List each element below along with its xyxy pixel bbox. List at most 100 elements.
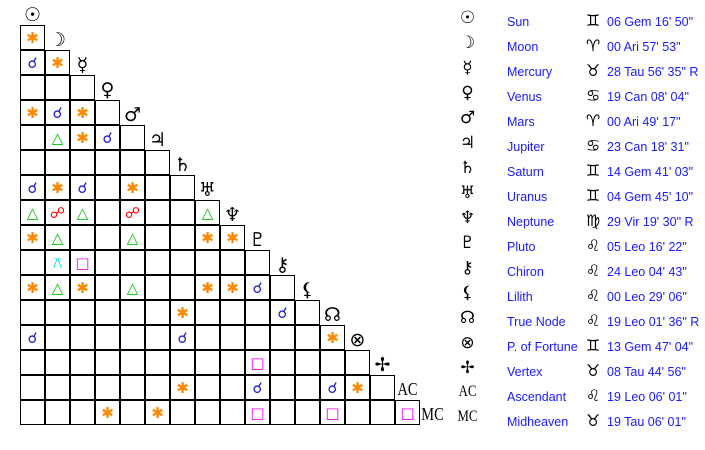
- planet-position: 19 Can 08' 04": [607, 90, 689, 104]
- aspect-cell-empty: [95, 275, 120, 300]
- aspect-cell-trine: △: [45, 225, 70, 250]
- sextile-icon: ✱: [176, 378, 189, 397]
- planet-position: 00 Ari 49' 17": [607, 115, 681, 129]
- saturn-icon: ♄: [459, 158, 476, 178]
- aspect-cell-sextile: ✱: [20, 25, 45, 50]
- square-icon: □: [250, 353, 265, 372]
- planet-row: MC Midheaven ♉ 19 Tau 06' 01": [455, 405, 705, 430]
- neptune-icon: ♆: [459, 208, 476, 228]
- aspect-cell-conjunction: ☌: [70, 175, 95, 200]
- aspect-cell-square: □: [395, 400, 420, 425]
- planet-name[interactable]: Sun: [507, 15, 530, 29]
- aspect-cell-sextile: ✱: [195, 275, 220, 300]
- aspect-cell-sextile: ✱: [20, 225, 45, 250]
- planet-name[interactable]: Mars: [507, 115, 535, 129]
- aspect-cell-empty: [20, 350, 45, 375]
- planet-name[interactable]: Ascendant: [507, 390, 567, 404]
- planet-name[interactable]: Neptune: [507, 215, 555, 229]
- aspect-cell-empty: [145, 175, 170, 200]
- aspect-cell-sextile: ✱: [20, 275, 45, 300]
- opposition-icon: ☍: [49, 203, 66, 222]
- aspect-cell-empty: [170, 350, 195, 375]
- conjunction-icon: ☌: [252, 378, 263, 397]
- aspect-cell-empty: [45, 75, 70, 100]
- planet-name[interactable]: True Node: [507, 315, 566, 329]
- planet-name[interactable]: Vertex: [507, 365, 543, 379]
- planet-name[interactable]: Saturn: [507, 165, 544, 179]
- aspect-cell-empty: [95, 350, 120, 375]
- trine-icon: △: [126, 228, 139, 247]
- sextile-icon: ✱: [101, 403, 114, 422]
- aspect-cell-sextile: ✱: [220, 275, 245, 300]
- uranus-icon: ♅: [459, 183, 476, 203]
- planet-position: 28 Tau 56' 35" R: [607, 65, 699, 79]
- planet-position: 14 Gem 41' 03": [607, 165, 694, 179]
- planet-name[interactable]: Lilith: [507, 290, 533, 304]
- planet-name[interactable]: Pluto: [507, 240, 536, 254]
- aspect-cell-sextile: ✱: [195, 225, 220, 250]
- aspect-cell-empty: [95, 325, 120, 350]
- aspect-cell-empty: [70, 375, 95, 400]
- planet-name[interactable]: Jupiter: [507, 140, 545, 154]
- aspect-cell-sextile: ✱: [95, 400, 120, 425]
- aspect-cell-empty: [195, 300, 220, 325]
- aspect-cell-empty: [20, 150, 45, 175]
- planet-row: ☊ True Node ♌ 19 Leo 01' 36" R: [455, 305, 705, 330]
- aspect-cell-conjunction: ☌: [170, 325, 195, 350]
- square-icon: □: [250, 403, 265, 422]
- conjunction-icon: ☌: [52, 103, 63, 122]
- aspect-cell-empty: [70, 300, 95, 325]
- trine-icon: △: [26, 203, 39, 222]
- trine-icon: △: [51, 228, 64, 247]
- cancer-icon: ♋: [585, 136, 601, 155]
- planet-name[interactable]: Uranus: [507, 190, 548, 204]
- planet-name[interactable]: Chiron: [507, 265, 544, 279]
- aspect-cell-opposition: ☍: [120, 200, 145, 225]
- pluto-icon: ♇: [248, 228, 267, 251]
- aspect-cell-sextile: ✱: [45, 50, 70, 75]
- aspect-cell-empty: [120, 325, 145, 350]
- planet-position: 13 Gem 47' 04": [607, 340, 694, 354]
- aspect-cell-empty: [270, 350, 295, 375]
- jupiter-icon: ♃: [459, 133, 476, 153]
- trine-icon: △: [76, 203, 89, 222]
- gemini-icon: ♊: [585, 11, 601, 30]
- sextile-icon: ✱: [26, 228, 39, 247]
- planet-position: 24 Leo 04' 43": [607, 265, 687, 279]
- aspect-cell-conjunction: ☌: [45, 100, 70, 125]
- planet-row: ⚸ Lilith ♌ 00 Leo 29' 06": [455, 280, 705, 305]
- aspect-cell-empty: [20, 75, 45, 100]
- planet-name[interactable]: Venus: [507, 90, 542, 104]
- part-of-fortune-icon: ⊗: [460, 333, 475, 353]
- leo-icon: ♌: [585, 311, 601, 330]
- cancer-icon: ♋: [585, 86, 601, 105]
- aspect-cell-empty: [145, 275, 170, 300]
- aspect-cell-empty: [95, 175, 120, 200]
- planet-name[interactable]: Midheaven: [507, 415, 569, 429]
- conjunction-icon: ☌: [27, 178, 38, 197]
- aspect-cell-empty: [70, 325, 95, 350]
- true-node-icon: ☊: [459, 308, 476, 328]
- aspect-cell-square: □: [320, 400, 345, 425]
- ascendant-icon: AC: [397, 379, 418, 399]
- planet-row: ♃ Jupiter ♋ 23 Can 18' 31": [455, 130, 705, 155]
- planet-name[interactable]: P. of Fortune: [507, 340, 578, 354]
- trine-icon: △: [51, 278, 64, 297]
- aspect-cell-conjunction: ☌: [95, 125, 120, 150]
- sextile-icon: ✱: [76, 103, 89, 122]
- aspect-cell-empty: [195, 400, 220, 425]
- sextile-icon: ✱: [226, 228, 239, 247]
- aspect-cell-empty: [245, 250, 270, 275]
- aspect-cell-empty: [170, 275, 195, 300]
- aspect-cell-empty: [345, 350, 370, 375]
- planet-row: ☉ Sun ♊ 06 Gem 16' 50": [455, 5, 705, 30]
- planet-name[interactable]: Moon: [507, 40, 539, 54]
- aspect-cell-empty: [120, 250, 145, 275]
- gemini-icon: ♊: [585, 161, 601, 180]
- sun-icon: ☉: [23, 3, 42, 26]
- sextile-icon: ✱: [26, 28, 39, 47]
- moon-icon: ☽: [459, 33, 476, 53]
- aspect-cell-conjunction: ☌: [20, 325, 45, 350]
- true-node-icon: ☊: [324, 303, 341, 326]
- planet-name[interactable]: Mercury: [507, 65, 553, 79]
